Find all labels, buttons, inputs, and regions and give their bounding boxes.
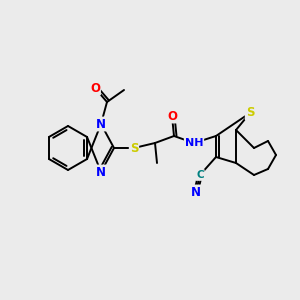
Text: N: N — [191, 185, 201, 199]
Text: N: N — [96, 166, 106, 178]
Text: O: O — [90, 82, 100, 94]
Text: C: C — [196, 170, 204, 180]
Text: S: S — [130, 142, 138, 154]
Text: S: S — [246, 106, 254, 119]
Text: N: N — [96, 118, 106, 130]
Text: O: O — [167, 110, 177, 122]
Text: NH: NH — [185, 138, 203, 148]
